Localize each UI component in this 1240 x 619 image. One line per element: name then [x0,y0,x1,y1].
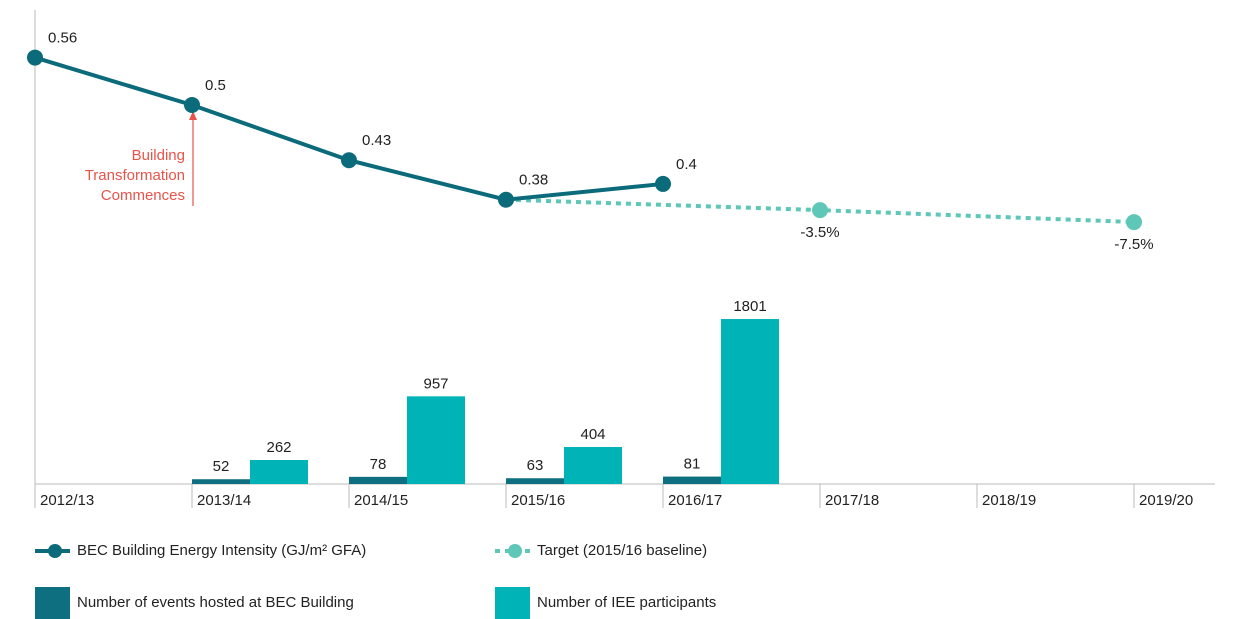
point-label: -3.5% [800,224,839,241]
point [1126,214,1142,231]
bar-label: 957 [423,375,448,392]
bar [506,478,564,484]
annotation-arrowhead [189,111,197,120]
point [812,202,828,219]
bar [721,319,779,484]
point-label: 0.56 [48,30,77,47]
x-tick-label: 2019/20 [1139,492,1193,509]
legend-label: Number of events hosted at BEC Building [77,594,354,611]
bar-label: 52 [213,458,230,475]
point-label: 0.4 [676,156,697,173]
legend-marker [508,544,522,558]
bar-label: 78 [370,456,387,473]
bar [663,476,721,484]
x-tick-label: 2017/18 [825,492,879,509]
legend-marker [48,544,62,558]
point-label: 0.5 [205,77,226,94]
bar [407,396,465,484]
x-tick-label: 2014/15 [354,492,408,509]
bar [250,460,308,484]
annotation: Transformation [85,167,185,184]
x-tick-label: 2012/13 [40,492,94,509]
bar-label: 262 [266,439,291,456]
legend-label: BEC Building Energy Intensity (GJ/m² GFA… [77,542,366,559]
bar [192,479,250,484]
x-tick-label: 2015/16 [511,492,565,509]
legend-label: Number of IEE participants [537,594,716,611]
point [341,152,357,169]
x-tick-label: 2013/14 [197,492,251,509]
bar-label: 63 [527,457,544,474]
point [184,96,200,113]
bar-label: 404 [580,426,605,443]
point [655,175,671,192]
legend-swatch [35,587,70,619]
bar-label: 81 [684,456,701,473]
bar [349,476,407,484]
x-tick-label: 2016/17 [668,492,722,509]
legend-swatch [495,587,530,619]
bar [564,446,622,484]
legend-label: Target (2015/16 baseline) [537,542,707,559]
bar-label: 1801 [733,298,766,315]
point-label: 0.43 [362,132,391,149]
point-label: -7.5% [1114,236,1153,253]
x-tick-label: 2018/19 [982,492,1036,509]
annotation: Building [132,147,185,164]
annotation: Commences [101,187,185,204]
point [498,191,514,208]
point-label: 0.38 [519,172,548,189]
point [27,49,43,66]
